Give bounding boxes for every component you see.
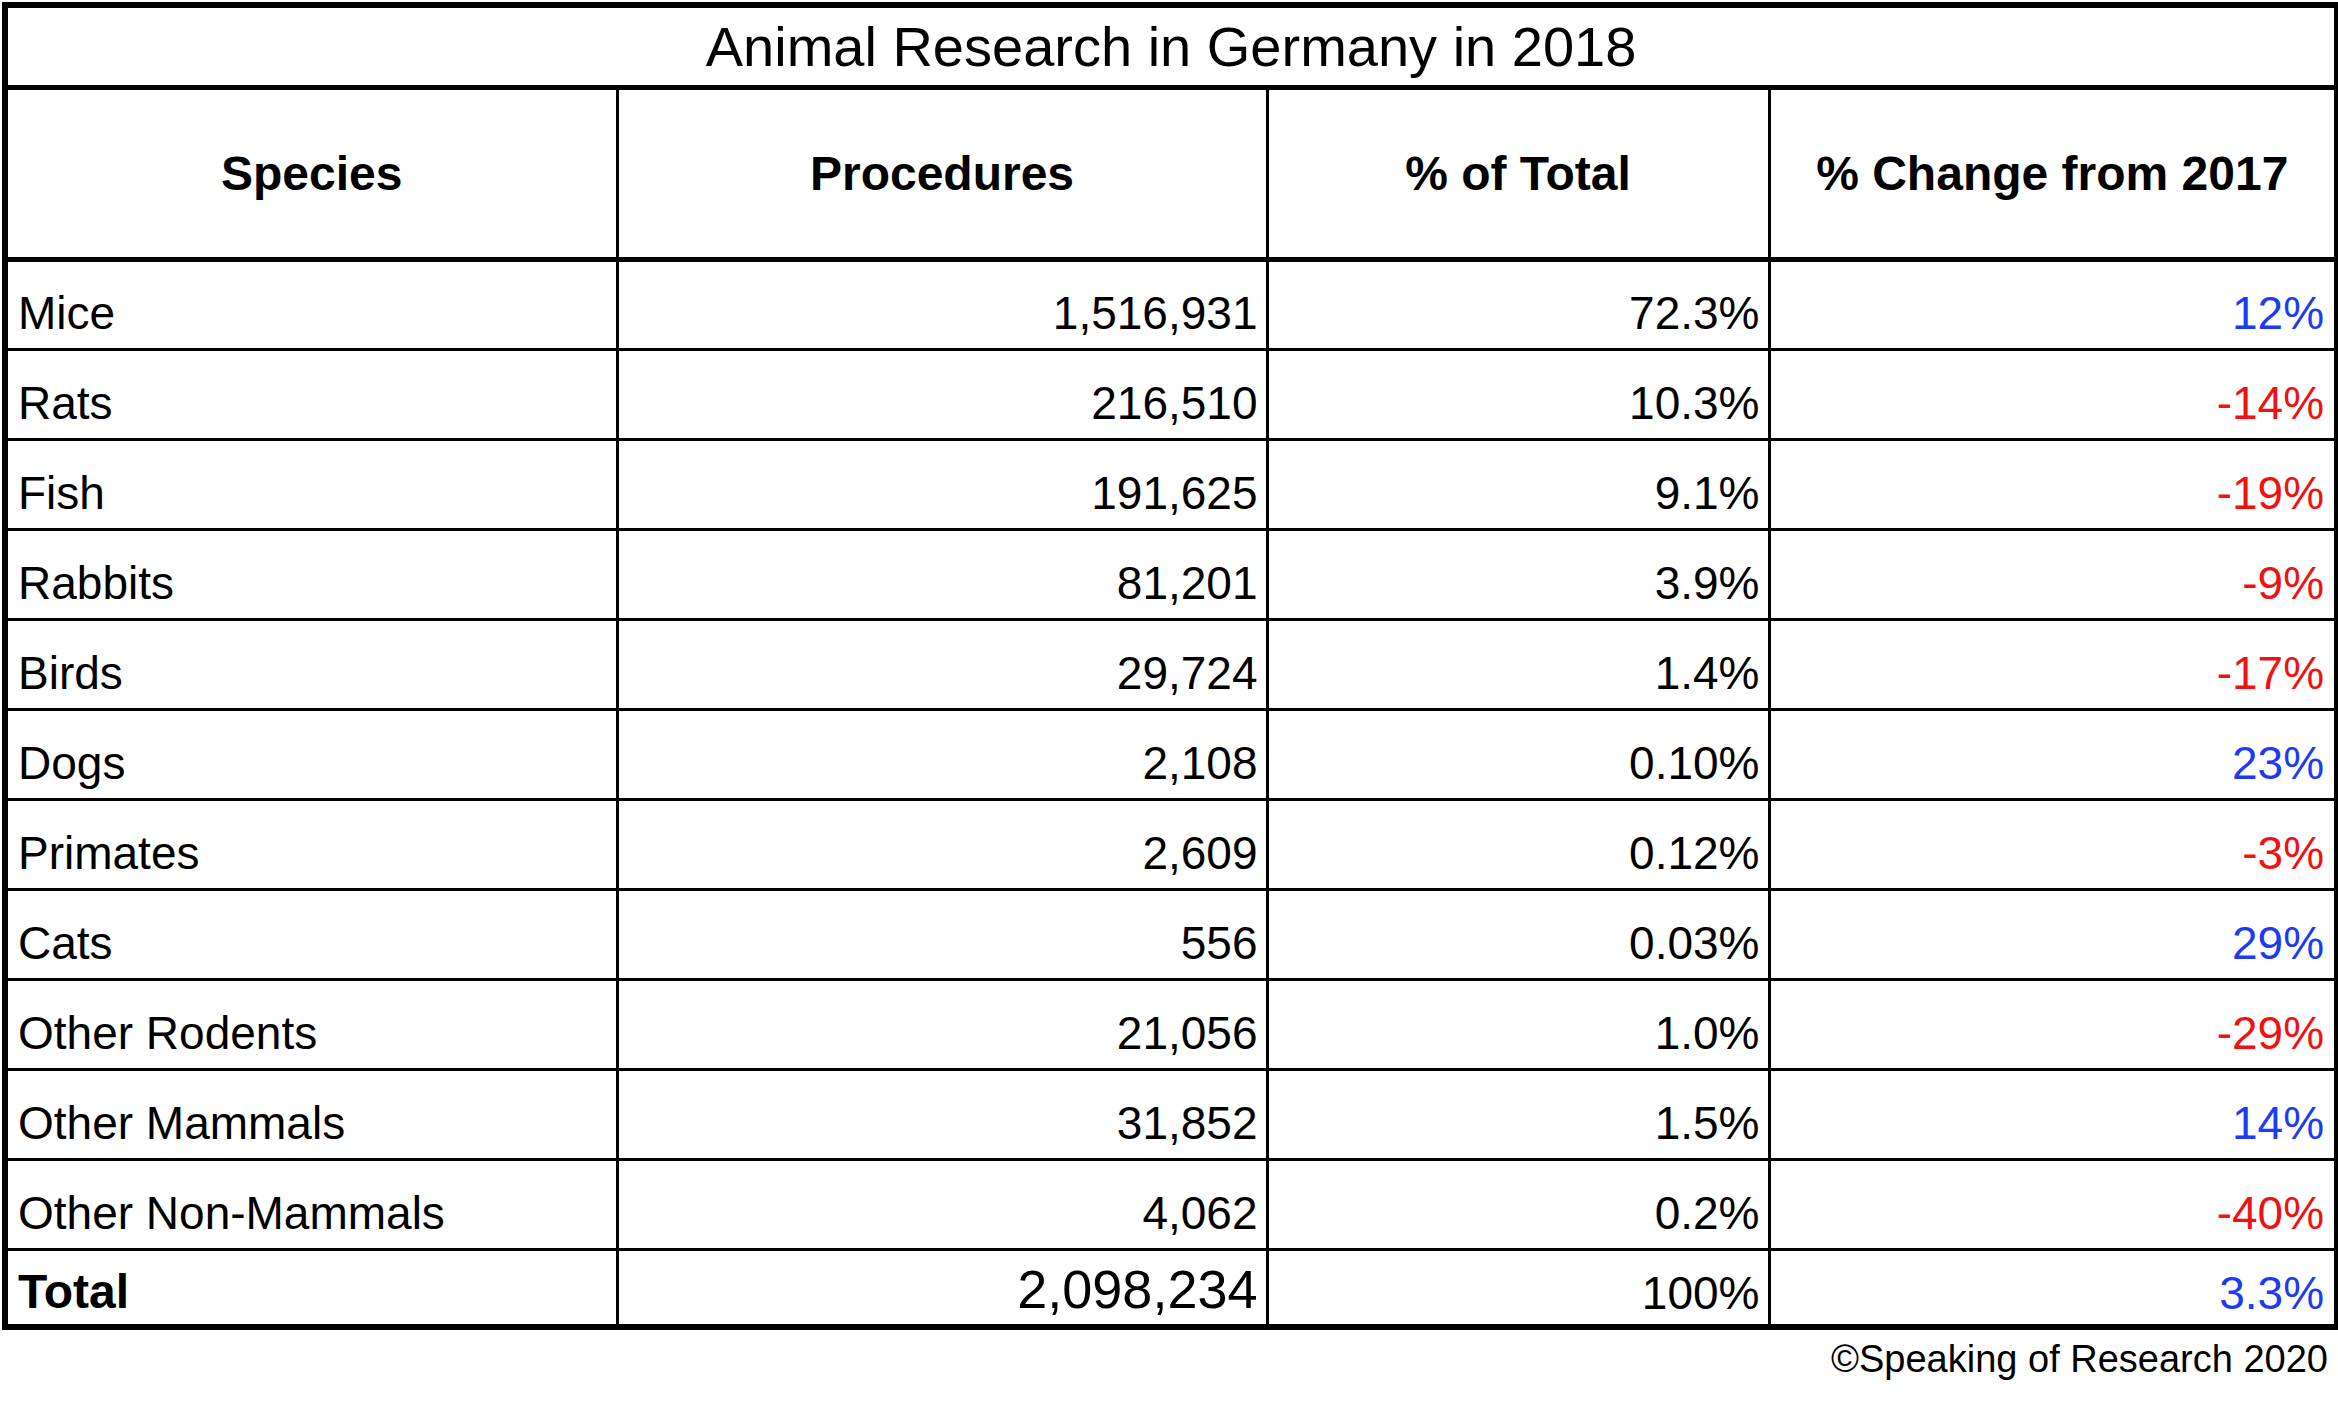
pct-change-cell: -29% — [1769, 979, 2337, 1069]
table-row-birds: Birds 29,724 1.4% -17% — [5, 619, 2337, 709]
column-header-pct-total: % of Total — [1267, 87, 1769, 259]
table-row-mice: Mice 1,516,931 72.3% 12% — [5, 259, 2337, 349]
pct-total-cell: 0.03% — [1267, 889, 1769, 979]
total-label-cell: Total — [5, 1249, 617, 1327]
table-row-other-mammals: Other Mammals 31,852 1.5% 14% — [5, 1069, 2337, 1159]
table-row-dogs: Dogs 2,108 0.10% 23% — [5, 709, 2337, 799]
procedures-cell: 191,625 — [617, 439, 1267, 529]
species-cell: Fish — [5, 439, 617, 529]
animal-research-table: Animal Research in Germany in 2018 Speci… — [2, 2, 2338, 1330]
pct-change-cell: -3% — [1769, 799, 2337, 889]
pct-change-cell: 12% — [1769, 259, 2337, 349]
pct-total-cell: 0.2% — [1267, 1159, 1769, 1249]
species-cell: Other Mammals — [5, 1069, 617, 1159]
table-title: Animal Research in Germany in 2018 — [5, 5, 2337, 87]
column-header-species: Species — [5, 87, 617, 259]
pct-change-cell: -17% — [1769, 619, 2337, 709]
table-row-other-rodents: Other Rodents 21,056 1.0% -29% — [5, 979, 2337, 1069]
pct-change-cell: -9% — [1769, 529, 2337, 619]
species-cell: Primates — [5, 799, 617, 889]
species-cell: Dogs — [5, 709, 617, 799]
procedures-cell: 31,852 — [617, 1069, 1267, 1159]
species-cell: Mice — [5, 259, 617, 349]
table-row-total: Total 2,098,234 100% 3.3% — [5, 1249, 2337, 1327]
pct-change-cell: -19% — [1769, 439, 2337, 529]
pct-change-cell: -14% — [1769, 349, 2337, 439]
pct-total-cell: 0.12% — [1267, 799, 1769, 889]
procedures-cell: 2,609 — [617, 799, 1267, 889]
procedures-cell: 556 — [617, 889, 1267, 979]
pct-total-cell: 9.1% — [1267, 439, 1769, 529]
table-row-cats: Cats 556 0.03% 29% — [5, 889, 2337, 979]
table-row-primates: Primates 2,609 0.12% -3% — [5, 799, 2337, 889]
procedures-cell: 29,724 — [617, 619, 1267, 709]
pct-total-cell: 72.3% — [1267, 259, 1769, 349]
column-header-pct-change: % Change from 2017 — [1769, 87, 2337, 259]
table-row-rabbits: Rabbits 81,201 3.9% -9% — [5, 529, 2337, 619]
pct-total-cell: 1.0% — [1267, 979, 1769, 1069]
table-row-rats: Rats 216,510 10.3% -14% — [5, 349, 2337, 439]
pct-total-cell: 1.5% — [1267, 1069, 1769, 1159]
species-cell: Rabbits — [5, 529, 617, 619]
species-cell: Cats — [5, 889, 617, 979]
table-row-fish: Fish 191,625 9.1% -19% — [5, 439, 2337, 529]
procedures-cell: 2,108 — [617, 709, 1267, 799]
procedures-cell: 4,062 — [617, 1159, 1267, 1249]
procedures-cell: 81,201 — [617, 529, 1267, 619]
header-row: Species Procedures % of Total % Change f… — [5, 87, 2337, 259]
procedures-cell: 1,516,931 — [617, 259, 1267, 349]
pct-total-cell: 0.10% — [1267, 709, 1769, 799]
total-pct-change-cell: 3.3% — [1769, 1249, 2337, 1327]
total-pct-total-cell: 100% — [1267, 1249, 1769, 1327]
species-cell: Birds — [5, 619, 617, 709]
procedures-cell: 21,056 — [617, 979, 1267, 1069]
table-row-other-non-mammals: Other Non-Mammals 4,062 0.2% -40% — [5, 1159, 2337, 1249]
species-cell: Other Rodents — [5, 979, 617, 1069]
pct-total-cell: 1.4% — [1267, 619, 1769, 709]
title-row: Animal Research in Germany in 2018 — [5, 5, 2337, 87]
pct-change-cell: 23% — [1769, 709, 2337, 799]
total-procedures-cell: 2,098,234 — [617, 1249, 1267, 1327]
species-cell: Rats — [5, 349, 617, 439]
pct-total-cell: 3.9% — [1267, 529, 1769, 619]
species-cell: Other Non-Mammals — [5, 1159, 617, 1249]
pct-change-cell: 29% — [1769, 889, 2337, 979]
pct-total-cell: 10.3% — [1267, 349, 1769, 439]
column-header-procedures: Procedures — [617, 87, 1267, 259]
procedures-cell: 216,510 — [617, 349, 1267, 439]
page: Animal Research in Germany in 2018 Speci… — [0, 2, 2338, 1408]
pct-change-cell: 14% — [1769, 1069, 2337, 1159]
credit-text: ©Speaking of Research 2020 — [0, 1338, 2332, 1381]
pct-change-cell: -40% — [1769, 1159, 2337, 1249]
